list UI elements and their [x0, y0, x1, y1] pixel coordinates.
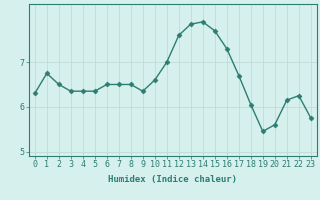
- X-axis label: Humidex (Indice chaleur): Humidex (Indice chaleur): [108, 175, 237, 184]
